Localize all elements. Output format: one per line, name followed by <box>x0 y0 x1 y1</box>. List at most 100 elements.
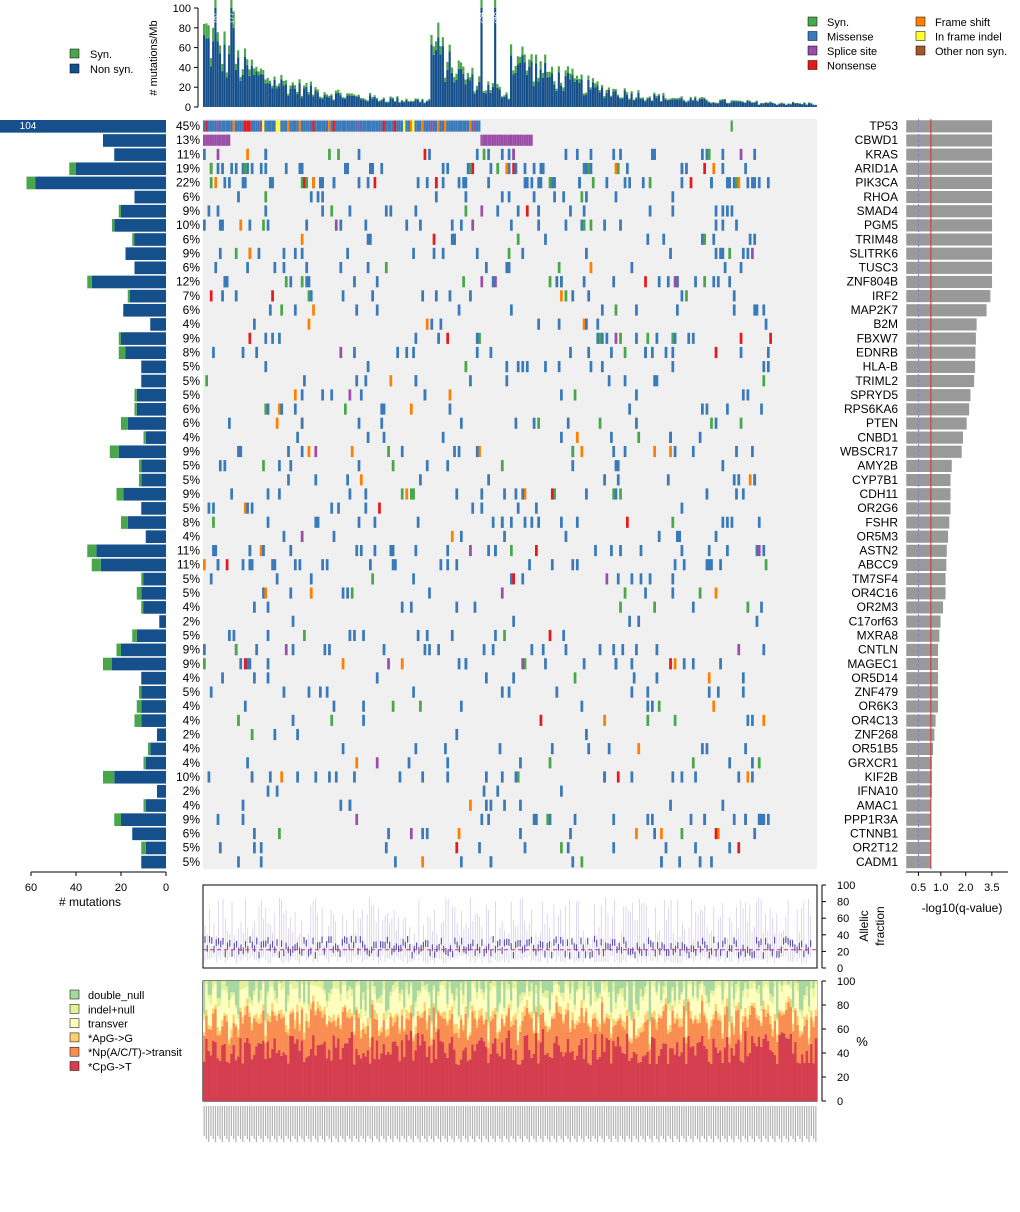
heatmap-cell <box>355 375 359 387</box>
spectrum-segment <box>673 981 677 1001</box>
spectrum-segment <box>421 1012 424 1018</box>
sample-label-mark <box>303 1106 305 1142</box>
heatmap-cell <box>371 290 375 302</box>
heatmap-cell <box>487 545 490 557</box>
heatmap-cell <box>287 474 290 486</box>
tmb-bar-syn <box>548 71 551 77</box>
tmb-bar-syn <box>546 71 549 78</box>
heatmap-cell <box>239 120 242 132</box>
sample-label-mark <box>574 1106 576 1139</box>
spectrum-segment <box>646 1011 650 1020</box>
tmb-bar-nonsyn <box>521 55 524 107</box>
spectrum-segment <box>512 1024 515 1061</box>
count-bar-nonsyn <box>121 813 166 826</box>
tmb-bar-syn <box>575 75 579 80</box>
spectrum-segment <box>644 994 647 1015</box>
spectrum-segment <box>789 998 793 1008</box>
tmb-bar-nonsyn <box>339 95 342 107</box>
heatmap-cell <box>489 799 493 811</box>
spectrum-segment <box>771 1052 775 1101</box>
spectrum-segment <box>266 991 270 996</box>
tmb-bar-nonsyn <box>350 95 353 107</box>
heatmap-cell <box>353 629 356 642</box>
tmb-bar-nonsyn <box>391 98 394 107</box>
tmb-bar-syn <box>560 82 563 86</box>
heatmap-cell <box>512 162 516 175</box>
heatmap-cell <box>757 177 761 189</box>
spectrum-segment <box>359 1058 363 1101</box>
spectrum-segment <box>300 1040 304 1101</box>
tmb-bar-nonsyn <box>469 80 472 107</box>
tmb-bar-syn <box>303 85 306 89</box>
gene-percent: 4% <box>183 671 201 685</box>
spectrum-segment <box>728 1037 731 1045</box>
tmb-bar-syn <box>498 86 501 90</box>
tmb-bar-syn <box>225 72 228 78</box>
spectrum-segment <box>318 981 322 988</box>
heatmap-cell <box>755 615 759 627</box>
heatmap-cell <box>487 134 490 146</box>
gene-percent: 4% <box>183 756 201 770</box>
heatmap-cell <box>289 120 292 132</box>
heatmap-cell <box>637 615 641 627</box>
spectrum-segment <box>535 985 538 994</box>
spectrum-segment <box>530 983 534 992</box>
heatmap-cell <box>498 743 502 755</box>
spectrum-segment <box>766 1004 770 1014</box>
sample-label-mark <box>815 1106 817 1142</box>
sample-label-mark <box>553 1106 555 1139</box>
sample-label-mark <box>765 1106 767 1139</box>
spectrum-segment <box>412 1060 415 1101</box>
tmb-bar-syn <box>455 73 458 80</box>
spectrum-segment <box>225 1014 229 1022</box>
sample-label-mark <box>462 1106 464 1136</box>
spectrum-segment <box>573 1010 577 1024</box>
spectrum-segment <box>484 1019 488 1047</box>
tmb-bar-nonsyn <box>671 99 674 107</box>
tmb-bar-syn <box>751 102 754 104</box>
sample-label-mark <box>480 1106 483 1142</box>
spectrum-segment <box>214 984 217 1006</box>
heatmap-cell <box>516 502 520 514</box>
tmb-bar-nonsyn <box>641 99 645 107</box>
tmb-bar-nonsyn <box>478 81 481 107</box>
heatmap-cell <box>246 262 249 274</box>
spectrum-segment <box>314 1015 318 1056</box>
spectrum-segment <box>562 1056 565 1101</box>
heatmap-cell <box>619 488 622 500</box>
spectrum-segment <box>357 981 361 985</box>
spectrum-segment <box>546 1052 549 1101</box>
spectrum-segment <box>434 981 438 1014</box>
spectrum-segment <box>480 981 484 990</box>
spectrum-segment <box>523 996 527 1007</box>
heatmap-cell <box>350 587 354 599</box>
spectrum-segment <box>719 1015 722 1021</box>
heatmap-cell <box>394 559 397 571</box>
spectrum-segment <box>466 1060 470 1101</box>
spectrum-segment <box>296 1011 299 1040</box>
spectrum-segment <box>289 1010 292 1014</box>
tmb-bar-nonsyn <box>644 101 647 107</box>
heatmap-cell <box>698 587 702 599</box>
sample-label-mark <box>667 1106 669 1136</box>
gene-percent: 10% <box>176 770 200 784</box>
heatmap-cell <box>635 389 638 401</box>
spectrum-segment <box>607 992 611 998</box>
count-bar-nonsyn <box>123 303 166 317</box>
spectrum-segment <box>739 1041 743 1062</box>
heatmap-cell <box>503 530 506 542</box>
spectrum-segment <box>785 1038 788 1101</box>
spectrum-segment <box>350 981 354 989</box>
spectrum-segment <box>753 983 756 1003</box>
sample-label-mark <box>296 1106 298 1142</box>
heatmap-cell <box>330 502 334 514</box>
sample-labels <box>203 1106 817 1142</box>
tmb-bar-syn <box>262 69 265 75</box>
heatmap-cell <box>714 219 718 231</box>
spectrum-segment <box>275 1020 279 1053</box>
spectrum-segment <box>491 985 495 1011</box>
spectrum-segment <box>371 1036 374 1101</box>
heatmap-cell <box>623 587 627 599</box>
spectrum-segment <box>453 1024 456 1034</box>
